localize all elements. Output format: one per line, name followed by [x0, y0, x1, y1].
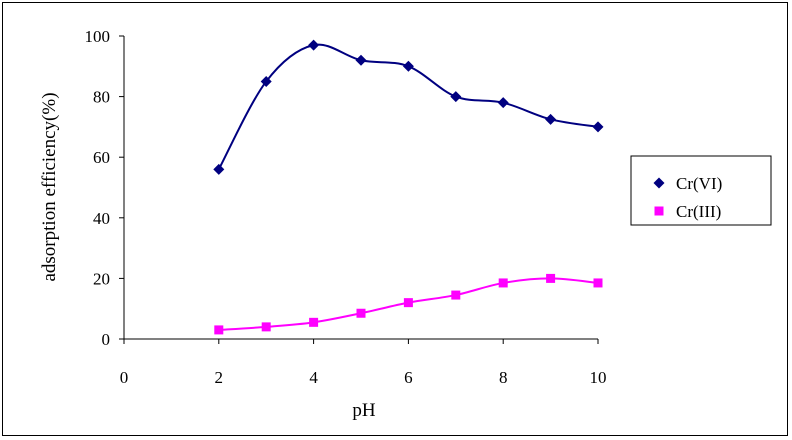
data-point	[498, 278, 508, 288]
x-tick-label: 6	[404, 368, 413, 387]
legend-item: Cr(III)	[654, 202, 721, 221]
data-point	[450, 91, 462, 103]
data-point	[309, 317, 319, 327]
legend: Cr(VI) Cr(III)	[630, 155, 772, 226]
x-tick-label: 2	[215, 368, 224, 387]
series-layer	[213, 39, 604, 335]
data-point	[497, 97, 509, 109]
series-cr-vi	[213, 39, 604, 175]
data-point	[261, 322, 271, 332]
data-point	[260, 75, 272, 87]
data-point	[451, 290, 461, 300]
x-axis-title: pH	[352, 400, 376, 421]
data-point	[593, 278, 603, 288]
axes-layer: 0 20 40 60 80 100 0 2 4 6 8 10 pH adsorption efficien…	[39, 27, 607, 421]
legend-label: Cr(III)	[676, 202, 721, 221]
x-tick-label: 10	[590, 368, 607, 387]
legend-item: Cr(VI)	[653, 174, 722, 193]
y-tick-label: 40	[93, 209, 110, 228]
x-tick-label: 8	[499, 368, 508, 387]
y-axis-title: adsorption efficiency(%)	[39, 92, 60, 281]
diamond-marker-icon	[653, 177, 665, 189]
data-point	[546, 273, 556, 283]
data-point	[355, 54, 367, 66]
series-cr-iii	[214, 273, 603, 335]
y-tick-label: 20	[93, 269, 110, 288]
data-point	[545, 113, 557, 125]
x-tick-label: 4	[309, 368, 318, 387]
data-point	[402, 60, 414, 72]
y-tick-label: 80	[93, 88, 110, 107]
legend-box	[630, 155, 772, 226]
data-point	[592, 121, 604, 133]
data-point	[213, 163, 225, 175]
chart-frame	[2, 2, 788, 436]
data-point	[308, 39, 320, 51]
x-tick-label: 0	[120, 368, 129, 387]
data-point	[403, 298, 413, 308]
y-tick-label: 0	[102, 330, 111, 349]
square-marker-icon	[654, 206, 664, 216]
y-tick-label: 60	[93, 148, 110, 167]
legend-label: Cr(VI)	[676, 174, 722, 193]
y-tick-label: 100	[85, 27, 111, 46]
data-point	[214, 325, 224, 335]
data-point	[356, 308, 366, 318]
